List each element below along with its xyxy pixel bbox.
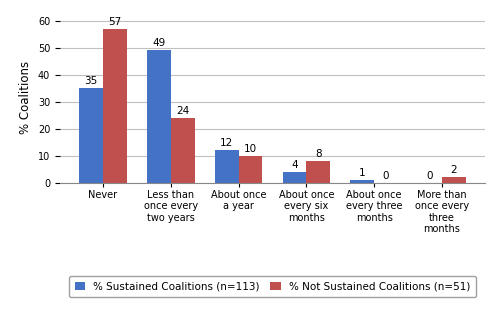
Bar — [171, 118, 194, 183]
Text: 35: 35 — [84, 76, 98, 86]
Bar — [147, 50, 171, 183]
Text: 24: 24 — [176, 106, 190, 116]
Text: 49: 49 — [152, 38, 166, 48]
Y-axis label: % Coalitions: % Coalitions — [20, 61, 32, 134]
Bar — [282, 172, 306, 183]
Bar — [215, 150, 238, 183]
Text: 2: 2 — [450, 165, 457, 175]
Text: 4: 4 — [291, 160, 298, 170]
Text: 8: 8 — [315, 149, 322, 159]
Bar — [306, 161, 330, 183]
Bar — [238, 156, 262, 183]
Bar — [442, 177, 466, 183]
Text: 57: 57 — [108, 17, 122, 27]
Text: 10: 10 — [244, 144, 257, 153]
Bar — [350, 180, 374, 183]
Text: 0: 0 — [427, 170, 434, 180]
Text: 1: 1 — [359, 168, 366, 178]
Text: 12: 12 — [220, 138, 234, 148]
Bar — [80, 88, 103, 183]
Bar — [103, 29, 127, 183]
Text: 0: 0 — [383, 170, 390, 180]
Legend: % Sustained Coalitions (n=113), % Not Sustained Coalitions (n=51): % Sustained Coalitions (n=113), % Not Su… — [70, 276, 476, 297]
